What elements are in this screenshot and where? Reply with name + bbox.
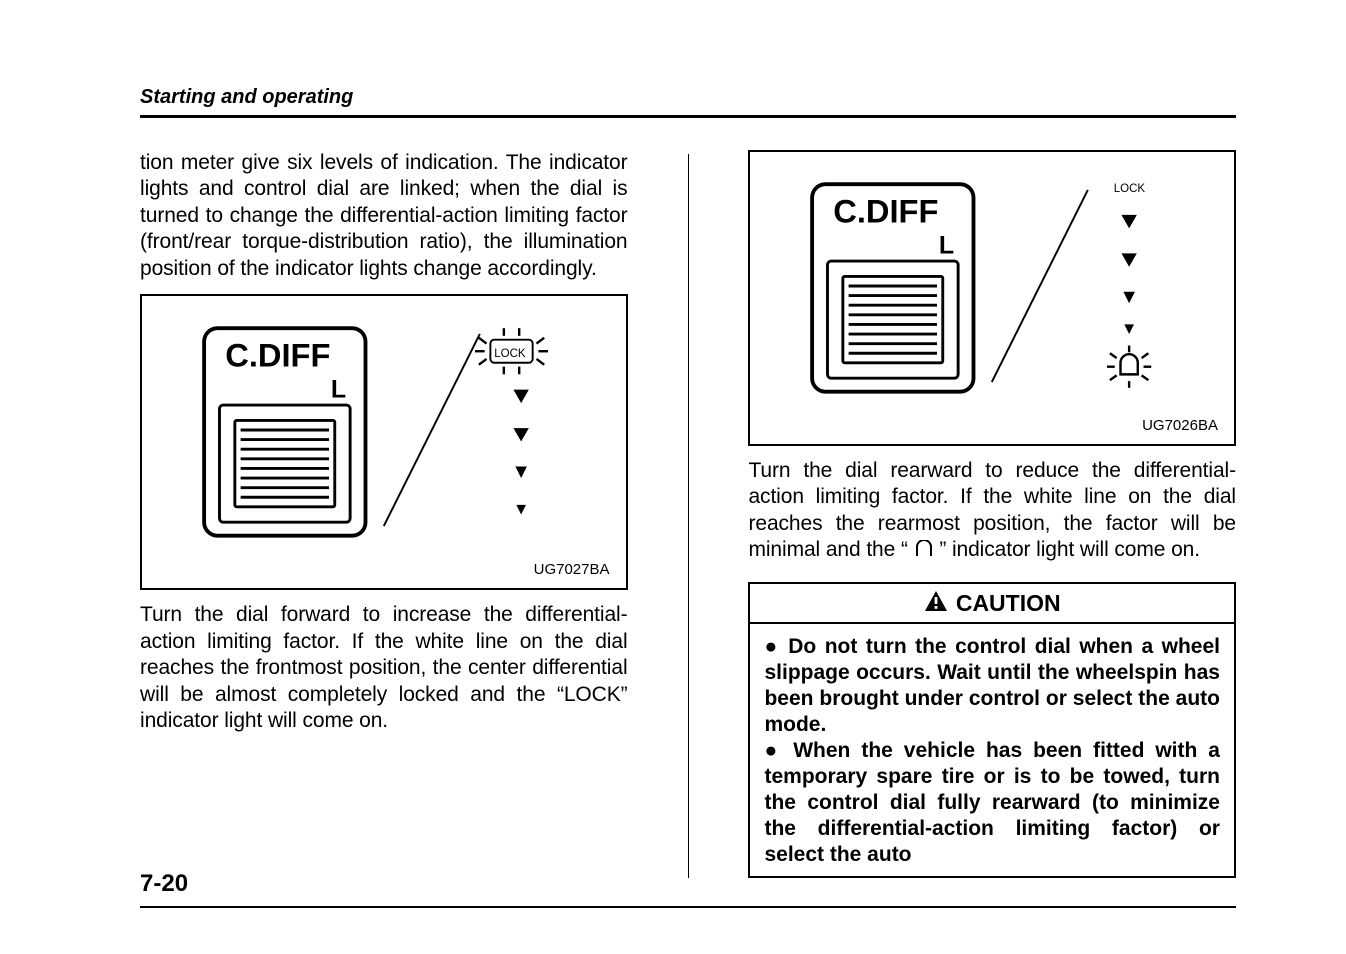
section-header: Starting and operating: [140, 86, 1236, 109]
right-para-1-post: ” indicator light will come on.: [934, 538, 1200, 561]
bullet-icon: ●: [764, 739, 793, 762]
rule-bottom: [140, 906, 1236, 908]
svg-text:LOCK: LOCK: [1114, 183, 1146, 195]
arch-icon: [914, 539, 934, 557]
caution-item-1: Do not turn the control dial when a whee…: [764, 635, 1220, 736]
indicator-column: LOCK: [475, 328, 548, 514]
caution-heading: CAUTION: [750, 584, 1234, 624]
caution-item-2: When the vehicle has been fitted with a …: [764, 739, 1220, 866]
svg-text:LOCK: LOCK: [494, 348, 526, 360]
left-para-1: tion meter give six levels of indication…: [140, 150, 628, 282]
figure-id-right: UG7026BA: [766, 417, 1218, 434]
page-number: 7-20: [140, 870, 188, 898]
diagram-ug7027ba: C.DIFF L LOCK: [158, 310, 610, 550]
figure-left: C.DIFF L LOCK: [140, 294, 628, 590]
figure-id-left: UG7027BA: [158, 561, 610, 578]
right-column: C.DIFF L LOCK: [748, 150, 1236, 878]
caution-body: ● Do not turn the control dial when a wh…: [750, 624, 1234, 876]
dial-label: C.DIFF: [834, 193, 939, 230]
right-para-1: Turn the dial rearward to reduce the dif…: [748, 458, 1236, 564]
left-para-2: Turn the dial forward to increase the di…: [140, 602, 628, 734]
caution-title: CAUTION: [956, 590, 1061, 617]
diagram-ug7026ba: C.DIFF L LOCK: [766, 166, 1218, 406]
rule-top: [140, 115, 1236, 118]
column-divider: [688, 154, 689, 878]
left-column: tion meter give six levels of indication…: [140, 150, 628, 878]
warning-icon: [924, 590, 948, 618]
figure-right: C.DIFF L LOCK: [748, 150, 1236, 446]
indicator-column: LOCK: [1108, 183, 1152, 388]
dial-sub-label: L: [331, 376, 346, 404]
dial-label: C.DIFF: [225, 337, 330, 374]
two-column-layout: tion meter give six levels of indication…: [140, 150, 1236, 878]
caution-box: CAUTION ● Do not turn the control dial w…: [748, 582, 1236, 878]
bullet-icon: ●: [764, 635, 788, 658]
dial-sub-label: L: [939, 231, 954, 259]
